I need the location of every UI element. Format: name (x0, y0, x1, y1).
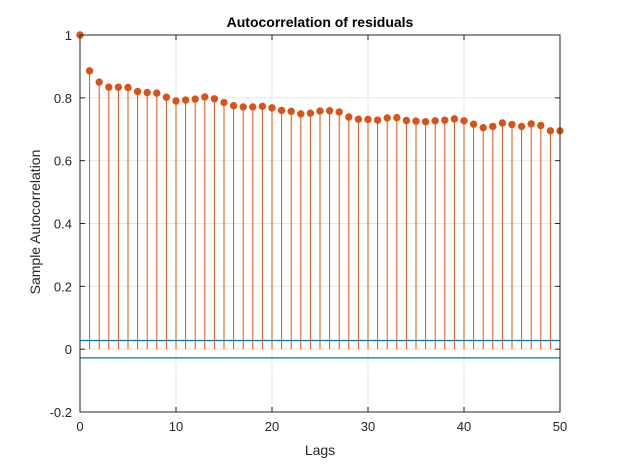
stem-marker (258, 102, 267, 111)
x-tick-label: 0 (76, 419, 83, 434)
stem-marker (489, 122, 497, 131)
stem-marker (469, 120, 478, 128)
y-tick-label: 0.8 (54, 91, 72, 106)
stem-marker (537, 121, 545, 130)
axis-ticks (79, 34, 561, 413)
y-tick-labels: -0.2 0 0.2 0.4 0.6 0.8 1 (50, 28, 72, 420)
stem-marker (373, 116, 382, 124)
stem-marker (335, 108, 343, 116)
y-tick-label: 0.2 (54, 279, 72, 294)
stem-marker (517, 122, 526, 131)
stem-marker (325, 107, 334, 115)
stem-marker (210, 95, 219, 103)
stem-marker (431, 117, 439, 125)
stem-marker (114, 83, 123, 91)
stem-marker (402, 116, 411, 125)
stem-marker (441, 116, 449, 124)
stem-marker (527, 120, 535, 128)
stem-marker (229, 101, 238, 110)
y-tick-label: 1 (65, 28, 72, 43)
x-tick-label: 50 (553, 419, 567, 434)
y-tick-label: -0.2 (50, 405, 72, 420)
stems (76, 31, 564, 350)
stem-marker (383, 114, 391, 122)
x-tick-label: 20 (265, 419, 279, 434)
chart-title: Autocorrelation of residuals (227, 14, 414, 30)
stem-marker (249, 103, 257, 111)
stem-marker (105, 83, 113, 91)
stem-marker (479, 123, 487, 132)
stem-marker (133, 87, 142, 96)
stem-marker (546, 127, 555, 135)
stem-marker (412, 117, 420, 125)
stem-marker (124, 83, 132, 92)
stem-marker (85, 67, 94, 75)
stem-marker (354, 115, 363, 123)
stem-marker (498, 119, 507, 127)
stem-marker (306, 109, 315, 117)
stem-marker (421, 118, 430, 126)
y-tick-label: 0.4 (54, 217, 72, 232)
stem-marker (143, 88, 151, 97)
x-tick-label: 30 (361, 419, 375, 434)
stem-marker (316, 107, 324, 115)
stem-marker (95, 78, 103, 86)
stem-marker (153, 89, 161, 97)
stem-marker (239, 103, 247, 111)
stem-marker (162, 93, 171, 101)
stem-marker (297, 110, 305, 118)
y-tick-label: 0 (65, 342, 72, 357)
stem-marker (345, 113, 353, 121)
stem-marker (268, 104, 276, 112)
stem-marker (220, 98, 228, 107)
stem-marker (172, 97, 180, 105)
stem-marker (460, 117, 468, 125)
stem-marker (450, 115, 459, 123)
stem-marker (181, 96, 190, 104)
stem-marker (287, 107, 295, 116)
stem-marker (191, 95, 199, 103)
x-axis-label: Lags (305, 442, 335, 458)
x-tick-labels: 0 10 20 30 40 50 (76, 419, 567, 434)
y-tick-label: 0.6 (54, 154, 72, 169)
y-axis-label: Sample Autocorrelation (27, 150, 43, 295)
stem-marker (393, 113, 401, 122)
stem-marker (364, 115, 372, 124)
stem-marker (277, 106, 286, 115)
stem-marker (201, 93, 209, 101)
x-tick-label: 40 (457, 419, 471, 434)
stem-marker (508, 120, 516, 129)
x-tick-label: 10 (169, 419, 183, 434)
